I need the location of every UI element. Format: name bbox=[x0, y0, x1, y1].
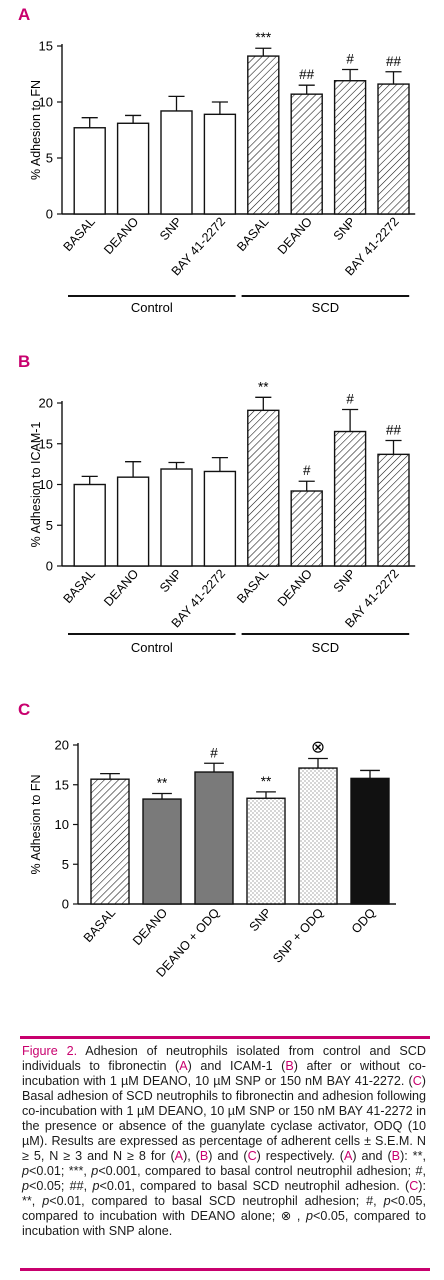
x-tick-label: SNP bbox=[247, 906, 275, 934]
y-tick-label: 15 bbox=[55, 777, 69, 792]
bar bbox=[160, 110, 193, 215]
bar bbox=[377, 453, 410, 567]
x-tick-label: DEANO bbox=[101, 214, 141, 257]
y-tick-label: 10 bbox=[55, 817, 69, 832]
x-tick-label: BASAL bbox=[61, 567, 98, 606]
bar bbox=[377, 83, 410, 215]
bar bbox=[333, 80, 367, 215]
panel-letter: C bbox=[18, 700, 30, 719]
significance-label: # bbox=[303, 463, 311, 478]
group-label: Control bbox=[131, 300, 173, 315]
figure-caption: Figure 2. Adhesion of neutrophils isolat… bbox=[22, 1044, 426, 1239]
y-tick-label: 0 bbox=[62, 897, 69, 912]
significance-label: # bbox=[210, 745, 218, 760]
bar bbox=[203, 113, 237, 215]
x-tick-label: BASAL bbox=[81, 906, 118, 945]
y-tick-label: 0 bbox=[46, 559, 53, 574]
caption-top-rule bbox=[20, 1036, 430, 1039]
significance-label: ** bbox=[157, 775, 168, 790]
x-tick-label: SNP bbox=[157, 567, 185, 595]
group-label: SCD bbox=[312, 640, 339, 655]
y-tick-label: 0 bbox=[46, 207, 53, 222]
significance-label: ## bbox=[386, 422, 402, 437]
y-tick-label: 20 bbox=[55, 738, 69, 753]
panel-letter: B bbox=[18, 352, 30, 371]
significance-label: # bbox=[346, 52, 354, 67]
significance-label: # bbox=[346, 392, 354, 407]
significance-label: ## bbox=[386, 54, 402, 69]
bar bbox=[298, 767, 338, 905]
x-tick-label: DEANO bbox=[275, 214, 315, 257]
x-tick-label: DEANO bbox=[130, 905, 170, 948]
significance-label: ** bbox=[261, 774, 272, 789]
bar bbox=[246, 797, 286, 905]
bar bbox=[203, 470, 237, 567]
y-tick-label: 15 bbox=[39, 39, 53, 54]
caption-body: Adhesion of neutrophils isolated from co… bbox=[22, 1044, 426, 1238]
x-tick-label: BASAL bbox=[61, 215, 98, 254]
significance-label: ## bbox=[299, 67, 315, 82]
y-tick-label: 15 bbox=[39, 436, 53, 451]
bar bbox=[73, 483, 106, 567]
bar bbox=[333, 430, 367, 567]
y-tick-label: 10 bbox=[39, 477, 53, 492]
x-tick-label: SNP bbox=[331, 567, 359, 595]
group-label: Control bbox=[131, 640, 173, 655]
bar bbox=[142, 798, 182, 905]
y-tick-label: 10 bbox=[39, 95, 53, 110]
x-tick-label: ODQ bbox=[349, 905, 379, 936]
x-tick-label: BASAL bbox=[234, 215, 271, 254]
bar bbox=[247, 409, 280, 567]
significance-label: *** bbox=[255, 30, 272, 45]
bar bbox=[90, 778, 130, 905]
y-tick-label: 5 bbox=[46, 518, 53, 533]
bar bbox=[290, 490, 323, 567]
significance-label: ⊗ bbox=[311, 738, 325, 757]
bar bbox=[116, 476, 150, 567]
bar bbox=[350, 777, 390, 905]
bar bbox=[73, 127, 106, 215]
y-axis-label: % Adhesion to ICAM-1 bbox=[29, 422, 43, 548]
panel-letter: A bbox=[18, 5, 30, 24]
significance-label: ** bbox=[258, 379, 269, 394]
y-tick-label: 5 bbox=[46, 151, 53, 166]
y-axis-label: % Adhesion to FN bbox=[29, 774, 43, 874]
bar bbox=[247, 55, 280, 215]
y-tick-label: 5 bbox=[62, 857, 69, 872]
bar bbox=[160, 468, 193, 567]
x-tick-label: DEANO bbox=[101, 566, 141, 609]
group-label: SCD bbox=[312, 300, 339, 315]
x-tick-label: SNP bbox=[157, 215, 185, 243]
panel-c-chart: C% Adhesion to FN05101520BASAL**DEANO#DE… bbox=[18, 700, 396, 980]
y-axis-label: % Adhesion to FN bbox=[29, 80, 43, 180]
y-tick-label: 20 bbox=[39, 396, 53, 411]
x-tick-label: BASAL bbox=[234, 567, 271, 606]
x-tick-label: DEANO bbox=[275, 566, 315, 609]
bar bbox=[290, 93, 323, 215]
caption-lead: Figure 2. bbox=[22, 1044, 78, 1058]
bar bbox=[194, 771, 234, 905]
caption-bottom-rule bbox=[20, 1268, 430, 1271]
x-tick-label: SNP + ODQ bbox=[270, 905, 326, 965]
bar bbox=[116, 122, 150, 215]
x-tick-label: SNP bbox=[331, 215, 359, 243]
